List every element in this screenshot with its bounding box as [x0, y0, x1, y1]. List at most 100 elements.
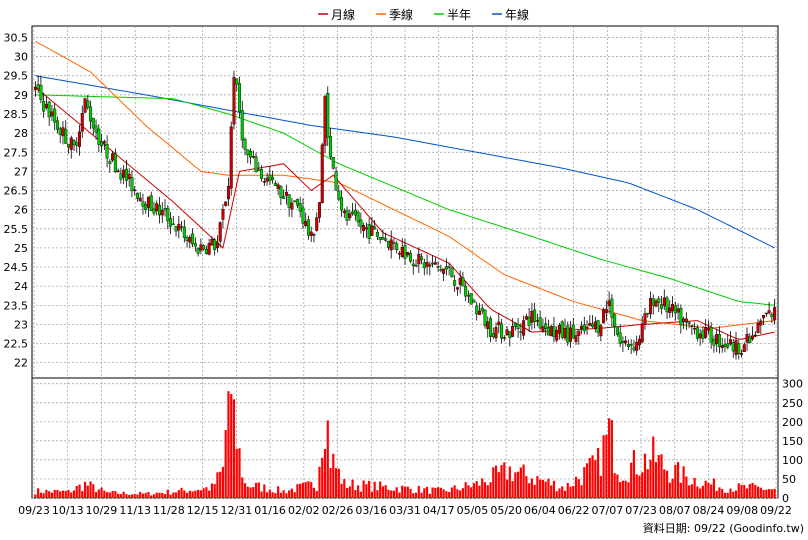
volume-bar: [594, 459, 597, 498]
candle-body: [604, 308, 608, 314]
volume-bar: [676, 462, 680, 498]
candle-body: [260, 169, 264, 179]
volume-bar: [715, 490, 718, 498]
volume-bar: [254, 482, 258, 498]
volume-bar: [613, 473, 616, 498]
volume-bar: [141, 493, 145, 498]
candle-body: [315, 217, 319, 231]
candle-body: [251, 155, 255, 158]
candle-body: [591, 323, 595, 327]
date-axis-labels: 09/23 10/13 10/29 11/13 11/28 12/15 12/31 01/16…: [18, 504, 792, 517]
date-tick-label: 12/15: [187, 504, 219, 517]
candle-body: [108, 161, 112, 164]
candle-body: [530, 311, 534, 323]
candle-body: [629, 344, 633, 346]
volume-bar: [37, 488, 40, 498]
price-tick-label: 30.5: [4, 31, 29, 44]
volume-bar: [315, 490, 318, 498]
volume-bar: [456, 489, 459, 498]
candle-body: [450, 267, 454, 278]
candle-body: [105, 144, 109, 159]
candle-body: [442, 268, 446, 274]
candle-body: [549, 325, 553, 337]
volume-bar: [257, 482, 260, 498]
volume-bar: [64, 490, 67, 498]
volume-bar: [544, 481, 547, 498]
candle-body: [610, 298, 614, 318]
candle-body: [546, 327, 550, 336]
candle-body: [58, 128, 62, 135]
volume-bar: [197, 489, 200, 498]
candle-body: [42, 100, 46, 112]
volume-bar: [42, 493, 45, 498]
candle-body: [593, 321, 597, 329]
candle-body: [516, 324, 520, 329]
date-tick-label: 02/26: [322, 504, 354, 517]
volume-tick-label: 250: [782, 397, 803, 410]
candle-body: [762, 315, 766, 319]
volume-bar: [610, 420, 613, 498]
volume-bar: [690, 484, 693, 498]
volume-bar: [227, 391, 230, 498]
candle-body: [444, 266, 448, 270]
volume-bar: [230, 394, 233, 498]
volume-bar: [704, 480, 707, 498]
candle-body: [511, 325, 515, 337]
volume-bar: [508, 466, 511, 498]
candle-body: [97, 128, 101, 145]
volume-bar: [219, 471, 222, 498]
candle-body: [169, 218, 173, 227]
volume-bar: [734, 490, 738, 498]
price-tick-label: 22: [14, 357, 28, 370]
candle-body: [340, 197, 344, 211]
volume-bar: [163, 494, 167, 498]
volume-bar: [519, 467, 522, 498]
candle-body: [86, 100, 90, 108]
candle-body: [731, 342, 735, 352]
candle-body: [254, 156, 258, 173]
candle-body: [309, 231, 313, 236]
volume-bar: [561, 486, 564, 498]
date-tick-label: 11/28: [153, 504, 185, 517]
volume-bar: [745, 488, 749, 498]
volume-bar: [155, 492, 158, 498]
candle-body: [453, 280, 457, 286]
volume-bar: [732, 491, 735, 498]
date-tick-label: 07/07: [592, 504, 624, 517]
candle-body: [36, 84, 40, 89]
volume-bar: [530, 478, 533, 498]
candle-body: [224, 201, 228, 206]
candle-body: [740, 353, 744, 355]
volume-bar: [59, 491, 62, 498]
candle-body: [582, 324, 586, 332]
candle-body: [215, 242, 219, 248]
candle-body: [679, 307, 683, 326]
candle-body: [486, 321, 490, 330]
volume-bar: [108, 492, 111, 498]
candle-body: [295, 199, 299, 206]
volume-bar: [467, 485, 470, 498]
candle-body: [491, 333, 495, 338]
candle-body: [375, 232, 379, 237]
volume-bar: [630, 462, 633, 498]
volume-bar: [431, 487, 434, 498]
volume-bar: [674, 464, 677, 498]
volume-bar: [122, 491, 125, 498]
candle-body: [232, 77, 236, 125]
volume-bar: [729, 488, 732, 498]
candle-body: [287, 194, 291, 208]
candle-body: [422, 262, 426, 269]
volume-bar: [130, 494, 134, 498]
candle-body: [734, 339, 738, 355]
candle-body: [348, 213, 352, 218]
candle-body: [748, 336, 752, 344]
candle-body: [149, 195, 153, 212]
candle-body: [55, 120, 59, 130]
volume-tick-label: 0: [782, 492, 789, 505]
candle-body: [602, 309, 606, 324]
candle-body: [563, 328, 567, 339]
candle-body: [767, 310, 771, 314]
volume-bar: [282, 490, 285, 498]
candle-body: [193, 243, 197, 247]
volume-bar: [321, 457, 324, 498]
